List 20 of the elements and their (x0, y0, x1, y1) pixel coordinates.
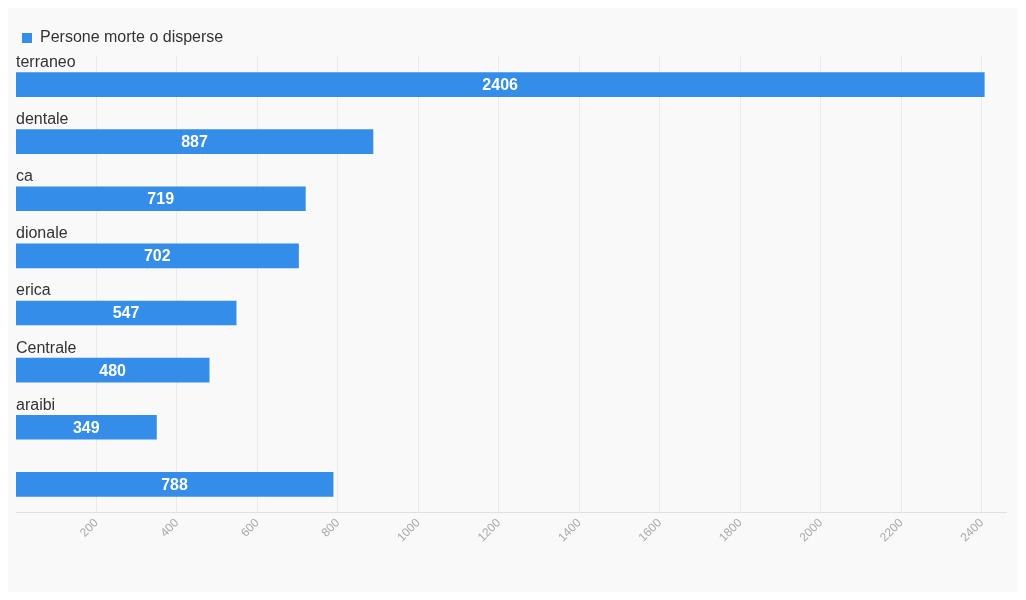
y-tick-label: araibi (16, 395, 56, 413)
y-tick-label: ca (16, 167, 33, 185)
x-tick-label: 800 (318, 515, 343, 540)
data-label: 480 (99, 361, 127, 379)
data-label: 349 (72, 418, 100, 436)
x-tick-label: 400 (157, 515, 182, 540)
y-tick-label: terraneo (16, 52, 76, 70)
y-tick-label: erica (16, 281, 51, 299)
data-label: 547 (112, 304, 140, 322)
y-tick-label: dionale (16, 224, 68, 242)
data-label: 788 (161, 475, 189, 493)
data-label: 719 (147, 190, 175, 208)
data-label: 2406 (482, 75, 519, 93)
data-label: 702 (143, 247, 171, 265)
legend-label: Persone morte o disperse (40, 28, 224, 46)
y-tick-label: dentale (16, 110, 69, 128)
x-tick-label: 600 (237, 515, 263, 540)
x-tick-label: 200 (76, 515, 102, 540)
y-tick-label: Centrale (16, 338, 77, 356)
data-label: 887 (181, 133, 208, 151)
